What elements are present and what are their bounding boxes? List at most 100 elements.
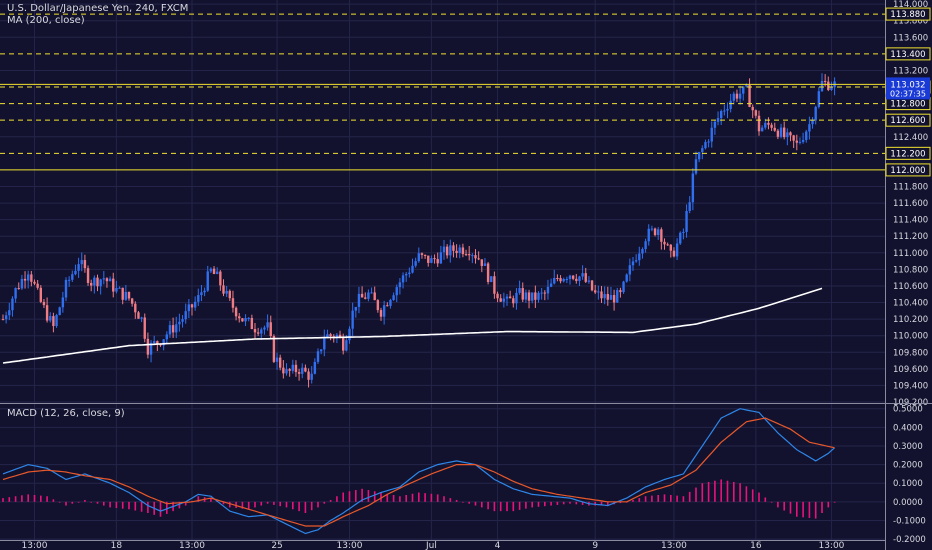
level-tag-label: 112.200 [890,149,925,159]
candle-body [669,244,672,251]
y-tick-label: 111.600 [893,199,928,209]
candle-body [1,319,5,321]
histogram-bar [455,499,458,502]
histogram-bar [310,501,313,511]
x-tick-label: 13:00 [22,541,48,550]
candle-body [86,268,90,283]
candle-body [401,275,405,283]
histogram-bar [550,501,552,506]
macd-tick-label: -0.1000 [893,516,926,526]
candle-body [461,247,465,255]
x-tick-label: 13:00 [179,541,205,550]
candle-body [490,276,493,282]
candle-body [616,290,619,303]
candle-body [480,259,483,266]
candle-body [14,288,17,299]
histogram-bar [506,501,508,512]
y-tick-label: 110.200 [893,315,928,325]
histogram-bar [21,495,23,502]
candle-body [392,295,395,301]
candle-body [39,287,42,302]
candle-body [342,337,345,351]
histogram-bar [361,488,363,502]
candle-body [30,274,33,282]
candle-body [811,120,814,125]
histogram-bar [411,493,414,502]
level-tag [885,113,931,127]
candle-body [379,310,383,317]
candle-body [115,287,118,292]
candle-body [241,318,244,322]
candle-body [770,124,773,128]
candle-body [197,295,200,302]
histogram-bar [638,498,641,502]
histogram-bar [569,501,571,504]
level-tag-label: 113.880 [890,10,925,20]
candle-body [685,210,688,232]
histogram-bar [531,501,533,508]
histogram-bar [562,501,565,505]
candle-body [420,253,424,255]
y-tick-label: 112.400 [893,133,928,143]
y-tick-label: 109.600 [893,365,928,375]
histogram-bar [260,501,263,506]
candle-body [127,291,131,299]
candle-body [364,297,367,299]
candle-body [499,298,502,302]
candle-body [373,292,376,301]
candle-body [162,339,165,346]
histogram-bar [468,501,470,504]
candle-body [682,231,685,233]
histogram-bar [14,496,17,502]
y-tick-label: 109.400 [893,381,928,391]
candle-body [71,274,74,280]
histogram-bar [789,501,792,514]
candle-body [631,261,635,266]
candle-body [691,173,695,203]
candle-body [792,135,795,141]
histogram-bar [493,501,496,512]
histogram-bar [317,501,319,508]
candle-body [121,287,124,300]
candle-body [672,250,676,257]
candle-body [773,127,776,131]
histogram-bar [462,501,464,503]
level-tag-label: 112.000 [890,166,925,176]
candle-body [653,228,657,236]
candle-body [827,81,830,90]
candle-body [313,361,317,374]
candle-body [716,118,720,122]
level-tag [885,47,931,61]
histogram-bar [682,496,685,502]
candle-body [527,292,531,301]
candle-body [234,307,238,317]
candle-body [575,278,578,281]
candle-body [493,276,496,294]
candle-body [534,292,537,300]
candle-body [389,300,392,306]
candle-body [606,294,609,300]
last-price-label: 113.032 [890,80,925,90]
candle-body [219,271,222,286]
candle-body [723,110,726,112]
candle-body [266,322,269,328]
histogram-bar [644,496,647,502]
histogram-bar [714,480,716,502]
level-tag [885,7,931,21]
candle-body [518,288,521,293]
candle-body [556,278,559,280]
signal-line [2,417,835,527]
level-tag [885,163,931,177]
candle-body [458,247,461,254]
histogram-bar [619,501,622,504]
histogram-bar [323,501,326,504]
candle-body [433,258,436,260]
candle-body [647,228,650,242]
x-tick-label: Jul [425,541,437,550]
histogram-bar [544,501,546,507]
candle-body [269,322,272,336]
histogram-bar [178,501,181,509]
candle-body [697,152,701,160]
level-tag-label: 112.600 [890,116,925,126]
